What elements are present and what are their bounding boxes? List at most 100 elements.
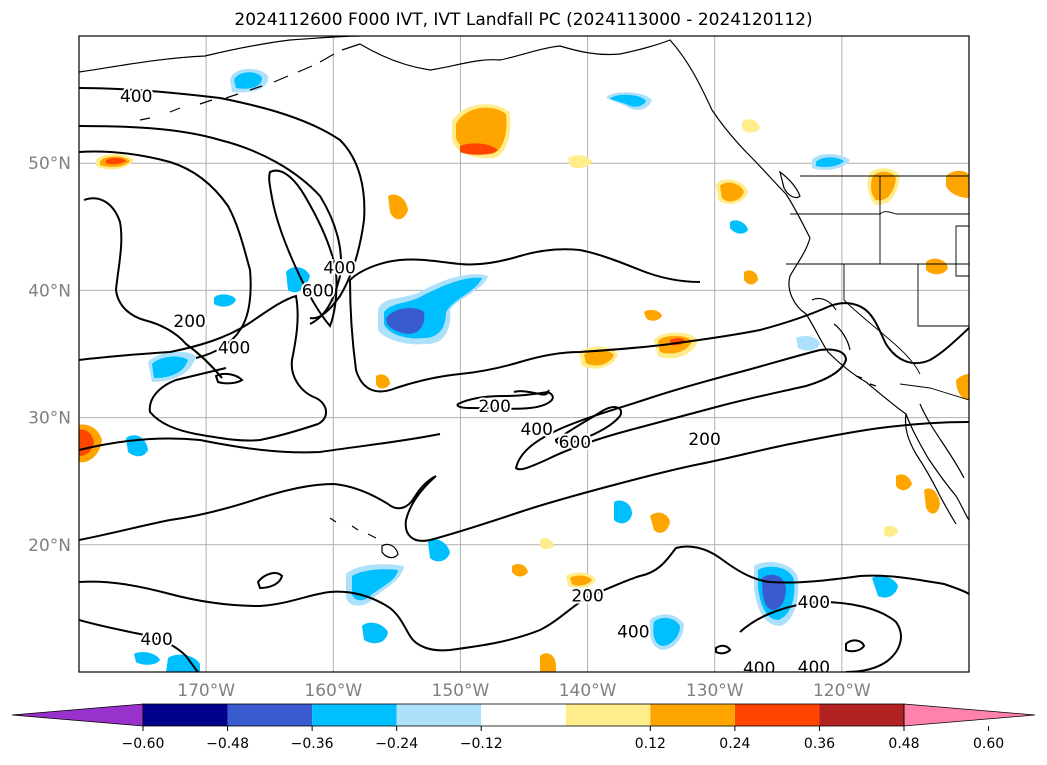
colorbar-segment — [312, 704, 397, 726]
shaded-region — [540, 653, 556, 672]
colorbar-segment — [227, 704, 313, 726]
nevada-border — [917, 264, 969, 327]
contour-label: 400 — [617, 622, 649, 642]
colorbar-tick-label: 0.12 — [635, 736, 666, 752]
shaded-region — [610, 94, 646, 107]
colorbar-extend-low — [11, 703, 144, 727]
ivt-contour-200-main — [349, 248, 969, 393]
shaded-region — [376, 374, 390, 389]
shaded-region — [730, 220, 748, 234]
colorbar-segment — [819, 704, 904, 726]
colorbar-segment — [565, 704, 651, 726]
shaded-region — [540, 538, 554, 549]
shaded-region — [816, 157, 844, 167]
shaded-region — [653, 617, 680, 646]
ivt-contour-small-loop-4 — [845, 639, 866, 653]
shaded-region — [926, 258, 948, 275]
shaded-region — [234, 72, 262, 89]
contour-label: 600 — [302, 281, 334, 301]
ivt-contour-200-west-inner — [83, 197, 223, 379]
us-mexico-border — [899, 383, 969, 401]
shaded-region — [388, 194, 408, 220]
shaded-region — [351, 569, 398, 601]
ivt-contour-400-southeast — [739, 600, 902, 672]
contour-label: 200 — [479, 397, 511, 417]
colorbar-segment — [481, 704, 566, 726]
ivt-contour-400-band — [514, 348, 848, 471]
lat-label: 20°N — [28, 536, 71, 556]
colorbar-tick-label: 0.60 — [973, 736, 1004, 752]
coastlines — [79, 36, 969, 559]
shaded-region — [456, 107, 507, 155]
ivt-contour-400-mid — [79, 294, 327, 442]
colorbar-tick-label: −0.60 — [122, 736, 165, 752]
contour-label: 400 — [218, 339, 250, 359]
shaded-region — [614, 500, 632, 524]
colorbar: −0.60 −0.48 −0.36 −0.24 −0.12 0.12 0.24 0.36 0.4… — [11, 703, 1036, 752]
shaded-region — [742, 119, 760, 133]
lat-label: 50°N — [28, 154, 71, 174]
alaska-coastline — [79, 36, 361, 73]
political-borders — [786, 175, 969, 401]
lon-label: 140°W — [559, 681, 617, 701]
shaded-region — [871, 171, 896, 201]
contour-label: 400 — [140, 630, 172, 650]
colorbar-tick-label: −0.36 — [291, 736, 334, 752]
baja-gulf-side — [919, 403, 965, 479]
colorbar-tick-label: 0.24 — [719, 736, 750, 752]
lat-label: 30°N — [28, 409, 71, 429]
ivt-contour-200-west — [79, 150, 252, 359]
ivt-contour-200-west-mid — [79, 433, 441, 454]
ivt-contours — [79, 87, 969, 672]
lon-label: 170°W — [177, 681, 235, 701]
ivt-contour-400-south — [79, 545, 969, 652]
contour-label: 400 — [798, 658, 830, 678]
lat-label: 40°N — [28, 281, 71, 301]
shaded-region — [744, 270, 758, 285]
colorbar-tick-label: −0.48 — [206, 736, 249, 752]
canada-bc-coast — [751, 157, 811, 239]
shaded-region — [720, 182, 744, 202]
shaded-region — [166, 654, 200, 672]
contour-label: 600 — [559, 433, 591, 453]
ivt-contour-600-band — [554, 406, 622, 445]
colorbar-segment — [143, 704, 228, 726]
colorbar-frame — [142, 703, 905, 727]
lon-label: 120°W — [813, 681, 871, 701]
alaska-south-coast — [359, 39, 753, 159]
ivt-contour-small-loop-2 — [513, 389, 550, 396]
shaded-region — [644, 309, 662, 321]
vancouver-island — [779, 170, 801, 199]
ivt-contour-small-loop-1 — [256, 572, 284, 590]
baja-peninsula — [904, 413, 957, 525]
contour-label: 400 — [120, 87, 152, 107]
shaded-region — [872, 576, 898, 598]
lon-label: 130°W — [686, 681, 744, 701]
colorbar-tick-label: −0.24 — [375, 736, 418, 752]
shaded-region — [106, 157, 126, 165]
shaded-region — [946, 170, 969, 198]
ivt-contour-400-north — [79, 87, 366, 320]
shaded-regions — [79, 68, 969, 672]
shaded-region — [584, 349, 614, 366]
shaded-region — [884, 525, 898, 537]
shaded-region — [214, 294, 236, 307]
lon-label: 150°W — [432, 681, 490, 701]
ivt-contour-200-south — [79, 421, 969, 542]
colorbar-tick-label: 0.36 — [804, 736, 835, 752]
latitude-axis-labels: 20°N 30°N 40°N 50°N — [28, 154, 71, 556]
shaded-region — [134, 652, 160, 665]
contour-label: 400 — [520, 420, 552, 440]
san-francisco-bay — [811, 297, 851, 351]
shaded-region — [796, 336, 820, 351]
map-title: 2024112600 F000 IVT, IVT Landfall PC (20… — [234, 10, 813, 30]
shaded-region — [152, 356, 188, 378]
shaded-region — [924, 488, 940, 514]
lon-label: 160°W — [304, 681, 362, 701]
shaded-region — [568, 155, 592, 169]
ivt-contour-400-southwest — [79, 619, 199, 672]
aleutian-islands — [139, 43, 361, 121]
